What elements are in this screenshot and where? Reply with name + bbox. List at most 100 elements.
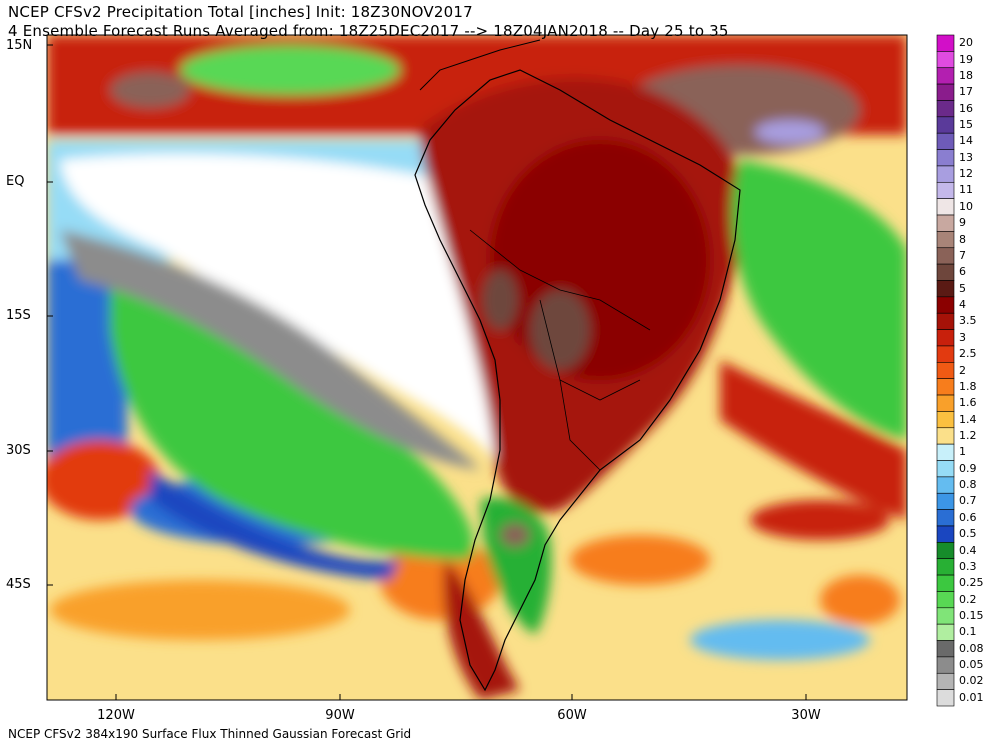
legend-label: 0.05: [959, 658, 984, 672]
legend-label: 7: [959, 248, 966, 262]
legend-label: 9: [959, 216, 966, 230]
legend-label: 0.08: [959, 641, 984, 655]
legend-label: 3: [959, 330, 966, 344]
legend-label: 1: [959, 445, 966, 459]
legend-swatch: [936, 149, 955, 167]
legend-swatch: [936, 623, 955, 641]
legend-label: 0.3: [959, 559, 977, 573]
legend-label: 13: [959, 150, 973, 164]
legend-swatch: [936, 411, 955, 429]
legend-label: 2: [959, 363, 966, 377]
legend-swatch: [936, 247, 955, 265]
legend-swatch: [936, 116, 955, 134]
legend-swatch: [936, 394, 955, 412]
legend-label: 15: [959, 118, 973, 131]
legend-label: 1.4: [959, 412, 977, 426]
legend-label: 0.5: [959, 527, 977, 541]
legend-label: 17: [959, 85, 973, 99]
lon-label-60w: 60W: [557, 708, 587, 723]
legend-label: 6: [959, 265, 966, 279]
legend-swatch: [936, 100, 955, 118]
legend-label: 4: [959, 298, 966, 312]
legend-label: 8: [959, 232, 966, 246]
legend-label: 16: [959, 101, 973, 115]
legend-label: 1.6: [959, 396, 977, 410]
legend-label: 5: [959, 281, 966, 295]
lat-label-45s: 45S: [6, 577, 31, 592]
legend-swatch: [936, 296, 955, 314]
lat-label-eq: EQ: [6, 174, 25, 189]
legend-swatch: [936, 591, 955, 609]
legend-label: 0.15: [959, 608, 984, 622]
lat-label-15n: 15N: [6, 38, 33, 53]
legend-label: 0.2: [959, 592, 977, 606]
legend-swatch: [936, 656, 955, 674]
legend-label: 12: [959, 167, 973, 181]
legend-swatch: [936, 34, 955, 52]
legend-swatch: [936, 280, 955, 298]
legend-swatch: [936, 67, 955, 85]
lon-label-120w: 120W: [97, 708, 135, 723]
legend-label: 0.7: [959, 494, 977, 508]
legend-label: 0.02: [959, 674, 984, 688]
coastline: [414, 69, 741, 692]
legend-swatch: [936, 607, 955, 625]
legend-label: 0.01: [959, 690, 984, 704]
legend-swatch: [936, 525, 955, 543]
axis-ticks: [47, 44, 807, 700]
legend-swatch: [936, 509, 955, 527]
lat-label-15s: 15S: [6, 308, 31, 323]
legend-swatch: [936, 83, 955, 101]
legend-swatch: [936, 476, 955, 494]
legend-swatch: [936, 574, 955, 592]
lon-label-90w: 90W: [325, 708, 355, 723]
legend-swatch: [936, 689, 955, 707]
legend-label: 10: [959, 199, 973, 213]
legend-swatch: [936, 231, 955, 249]
legend-swatch: [936, 542, 955, 560]
legend-swatch: [936, 345, 955, 363]
legend-swatch: [936, 132, 955, 150]
legend-swatch: [936, 198, 955, 216]
map-footer: NCEP CFSv2 384x190 Surface Flux Thinned …: [8, 727, 412, 741]
legend-swatch: [936, 329, 955, 347]
legend-swatch: [936, 492, 955, 510]
legend-swatch: [936, 362, 955, 379]
legend-swatch: [936, 378, 955, 396]
legend-swatch: [936, 181, 955, 199]
legend-swatch: [936, 165, 955, 183]
legend-label: 20: [959, 36, 973, 50]
legend-label: 3.5: [959, 314, 977, 328]
legend-swatch: [936, 672, 955, 690]
legend-swatch: [936, 640, 955, 658]
legend-swatch: [936, 312, 955, 330]
map-title-line-2: 4 Ensemble Forecast Runs Averaged from: …: [8, 22, 729, 40]
legend-label: 14: [959, 134, 973, 148]
map-title-line-1: NCEP CFSv2 Precipitation Total [inches] …: [8, 3, 473, 21]
country-borders: [469, 229, 651, 471]
legend-swatch: [936, 214, 955, 232]
legend-label: 0.4: [959, 543, 977, 557]
legend-swatch: [936, 443, 955, 461]
legend-swatch: [936, 427, 955, 445]
legend-label: 0.25: [959, 576, 984, 590]
central-america-coast: [419, 39, 541, 91]
map-frame: [46, 34, 908, 701]
legend-label: 19: [959, 52, 973, 66]
legend-label: 1.2: [959, 428, 977, 442]
legend-label: 0.8: [959, 478, 977, 492]
legend-label: 1.8: [959, 379, 977, 393]
legend-label: 0.6: [959, 510, 977, 524]
legend-swatch: [936, 263, 955, 281]
legend-label: 0.9: [959, 461, 977, 475]
legend-label: 0.1: [959, 625, 977, 639]
legend-swatch: [936, 51, 955, 69]
legend-swatch: [936, 558, 955, 576]
legend-label: 11: [959, 183, 973, 197]
legend-label: 18: [959, 68, 973, 82]
legend-label: 2.5: [959, 347, 977, 361]
lat-label-30s: 30S: [6, 443, 31, 458]
lon-label-30w: 30W: [791, 708, 821, 723]
